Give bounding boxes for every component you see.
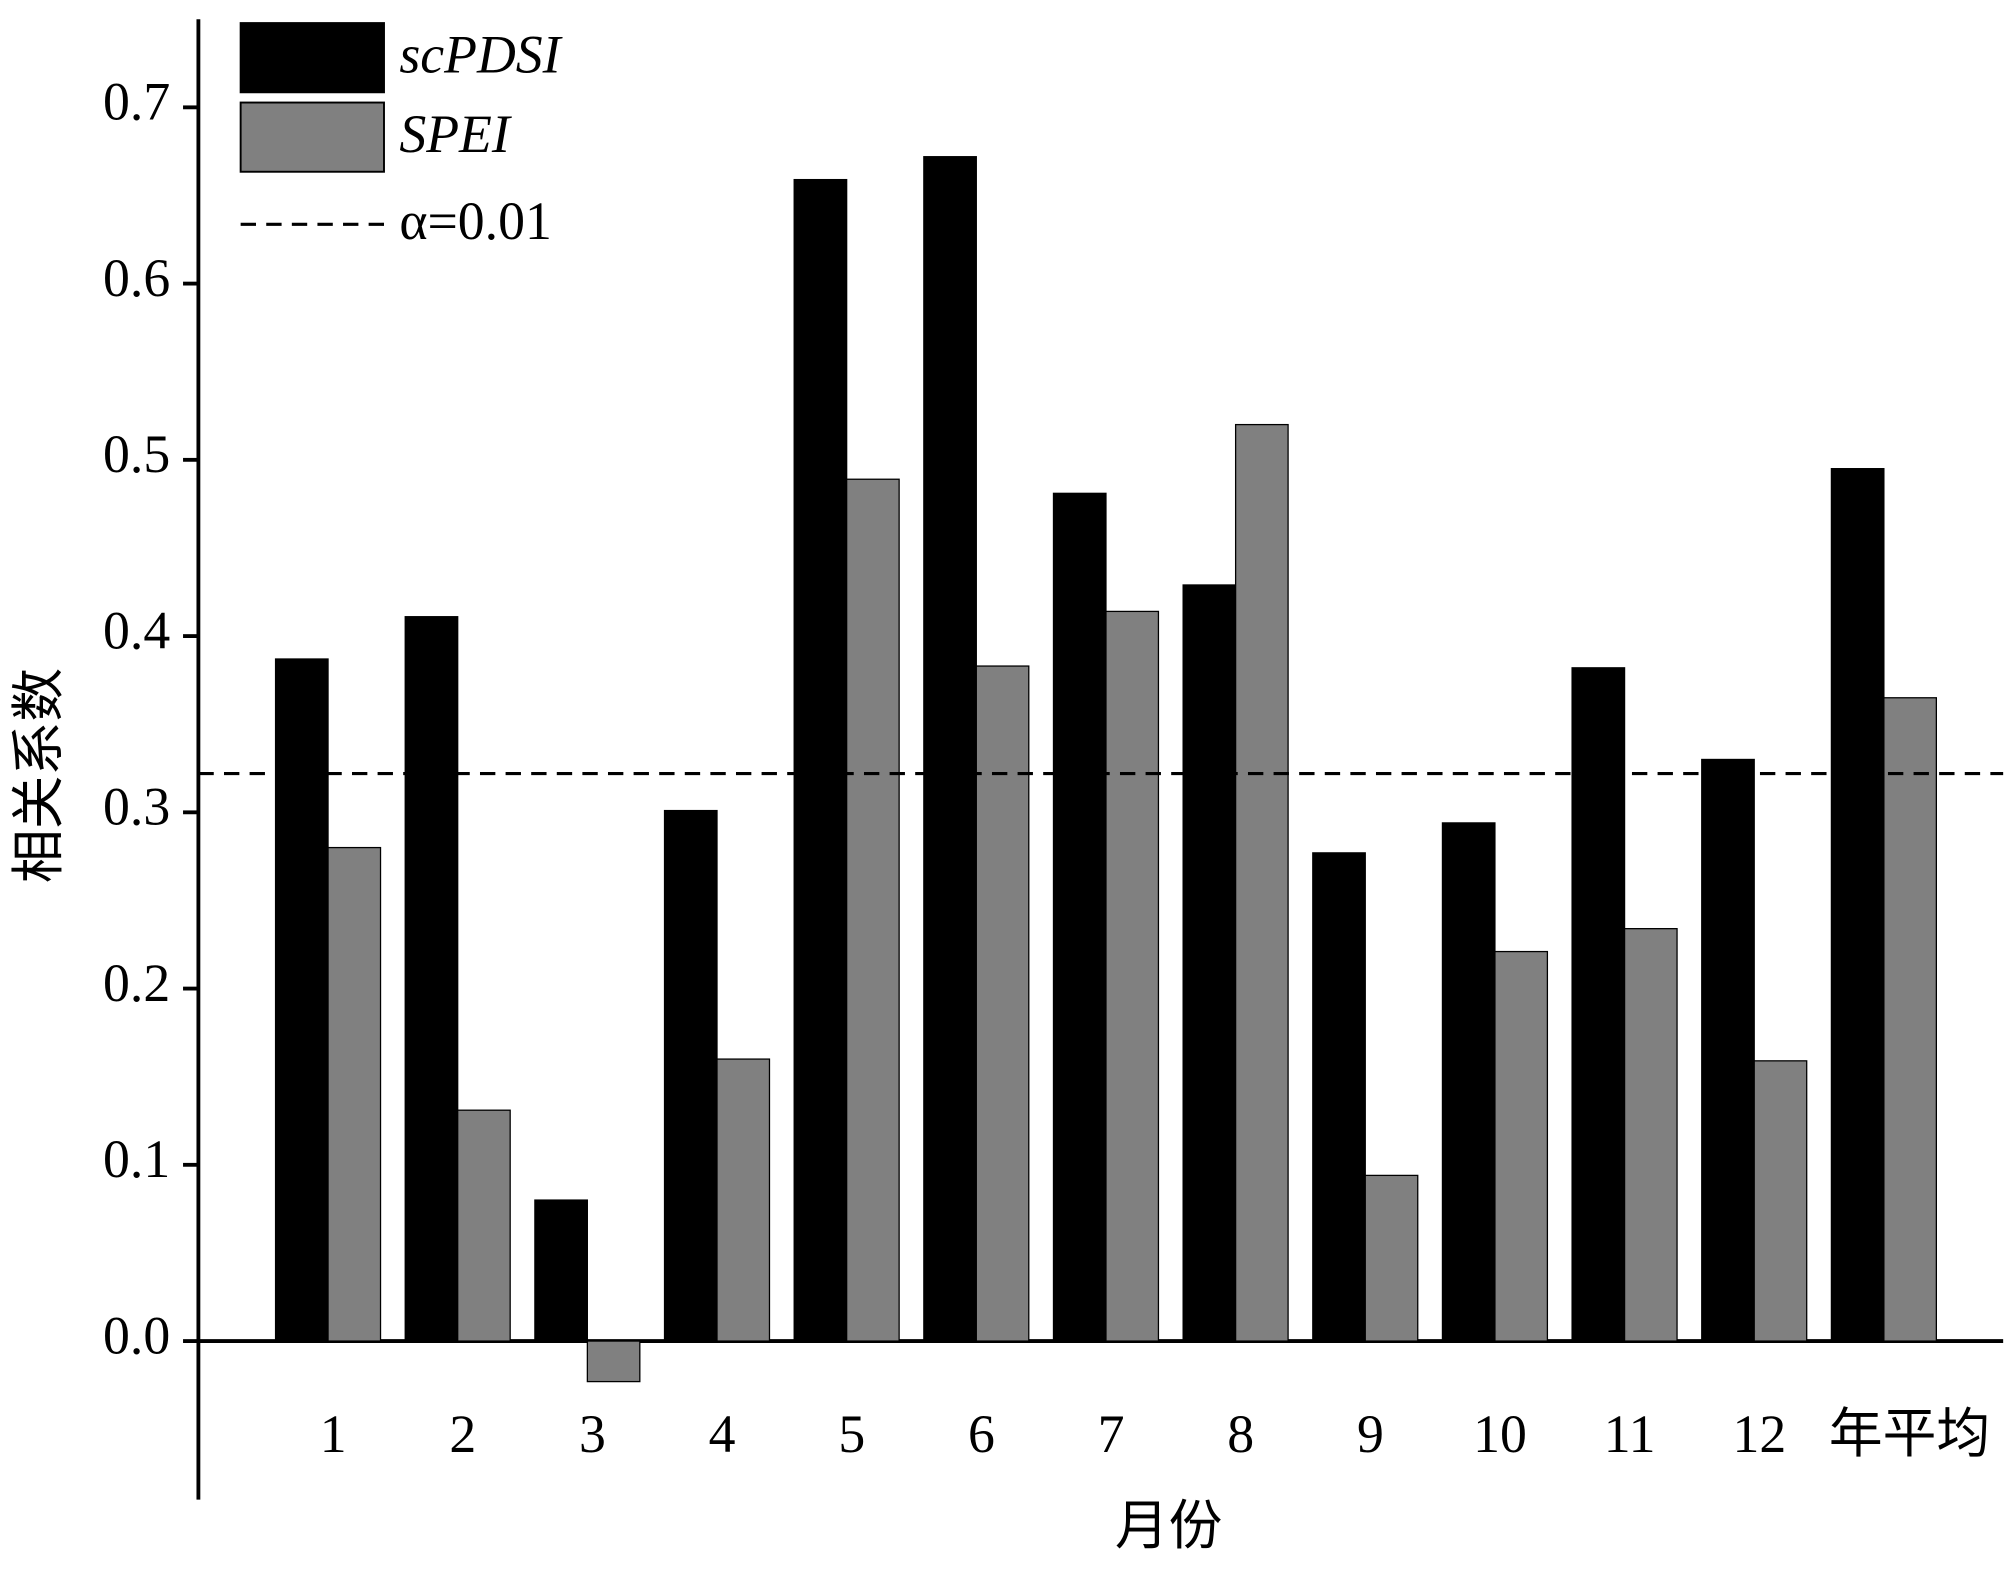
x-axis-label: 月份 xyxy=(1115,1496,1223,1556)
x-tick-label: 1 xyxy=(320,1404,347,1464)
bar xyxy=(1052,492,1107,1342)
y-tick-label: 0.4 xyxy=(103,600,170,660)
legend-label: scPDSI xyxy=(399,25,563,85)
y-tick-label: 0.6 xyxy=(103,248,170,308)
bar xyxy=(586,1340,641,1383)
bar xyxy=(534,1199,588,1342)
bar xyxy=(923,156,977,1342)
bar xyxy=(1364,1174,1419,1342)
bar xyxy=(1441,822,1496,1342)
bar xyxy=(1182,584,1237,1342)
x-tick-label: 10 xyxy=(1473,1404,1527,1464)
y-tick-label: 0.7 xyxy=(103,72,170,132)
legend-swatch xyxy=(239,22,385,94)
x-tick-label: 4 xyxy=(709,1404,736,1464)
bar xyxy=(846,478,900,1342)
y-tick-label: 0.2 xyxy=(103,953,170,1013)
y-tick-label: 0.3 xyxy=(103,777,170,837)
y-tick-label: 0.0 xyxy=(103,1305,170,1365)
legend-label: SPEI xyxy=(399,104,513,164)
bar xyxy=(716,1058,771,1342)
bar xyxy=(1623,928,1678,1342)
bar xyxy=(1105,610,1160,1342)
x-tick-label: 7 xyxy=(1098,1404,1125,1464)
bar xyxy=(1701,758,1755,1342)
bar xyxy=(327,846,382,1342)
bar xyxy=(1571,667,1626,1342)
x-tick-label: 年平均 xyxy=(1829,1404,1990,1464)
bar xyxy=(1234,423,1289,1342)
x-tick-label: 2 xyxy=(449,1404,476,1464)
bar xyxy=(1494,950,1549,1342)
bar xyxy=(1830,468,1885,1342)
bar xyxy=(457,1109,511,1342)
y-tick-label: 0.5 xyxy=(103,424,170,484)
bar xyxy=(1883,697,1937,1342)
y-tick-label: 0.1 xyxy=(103,1129,170,1189)
bar xyxy=(1312,852,1366,1342)
x-tick-label: 5 xyxy=(838,1404,865,1464)
x-tick-label: 9 xyxy=(1357,1404,1384,1464)
bar xyxy=(975,665,1030,1342)
y-axis-label: 相关系数 xyxy=(9,668,69,883)
bar xyxy=(1753,1060,1808,1342)
bar xyxy=(793,178,848,1342)
x-tick-label: 6 xyxy=(968,1404,995,1464)
legend-swatch xyxy=(239,101,385,173)
x-tick-label: 3 xyxy=(579,1404,606,1464)
x-tick-label: 12 xyxy=(1732,1404,1786,1464)
bar xyxy=(274,658,329,1342)
legend-label: α=0.01 xyxy=(399,191,552,251)
bar xyxy=(663,809,718,1342)
x-tick-label: 8 xyxy=(1227,1404,1254,1464)
x-tick-label: 11 xyxy=(1604,1404,1656,1464)
bar xyxy=(404,616,459,1342)
